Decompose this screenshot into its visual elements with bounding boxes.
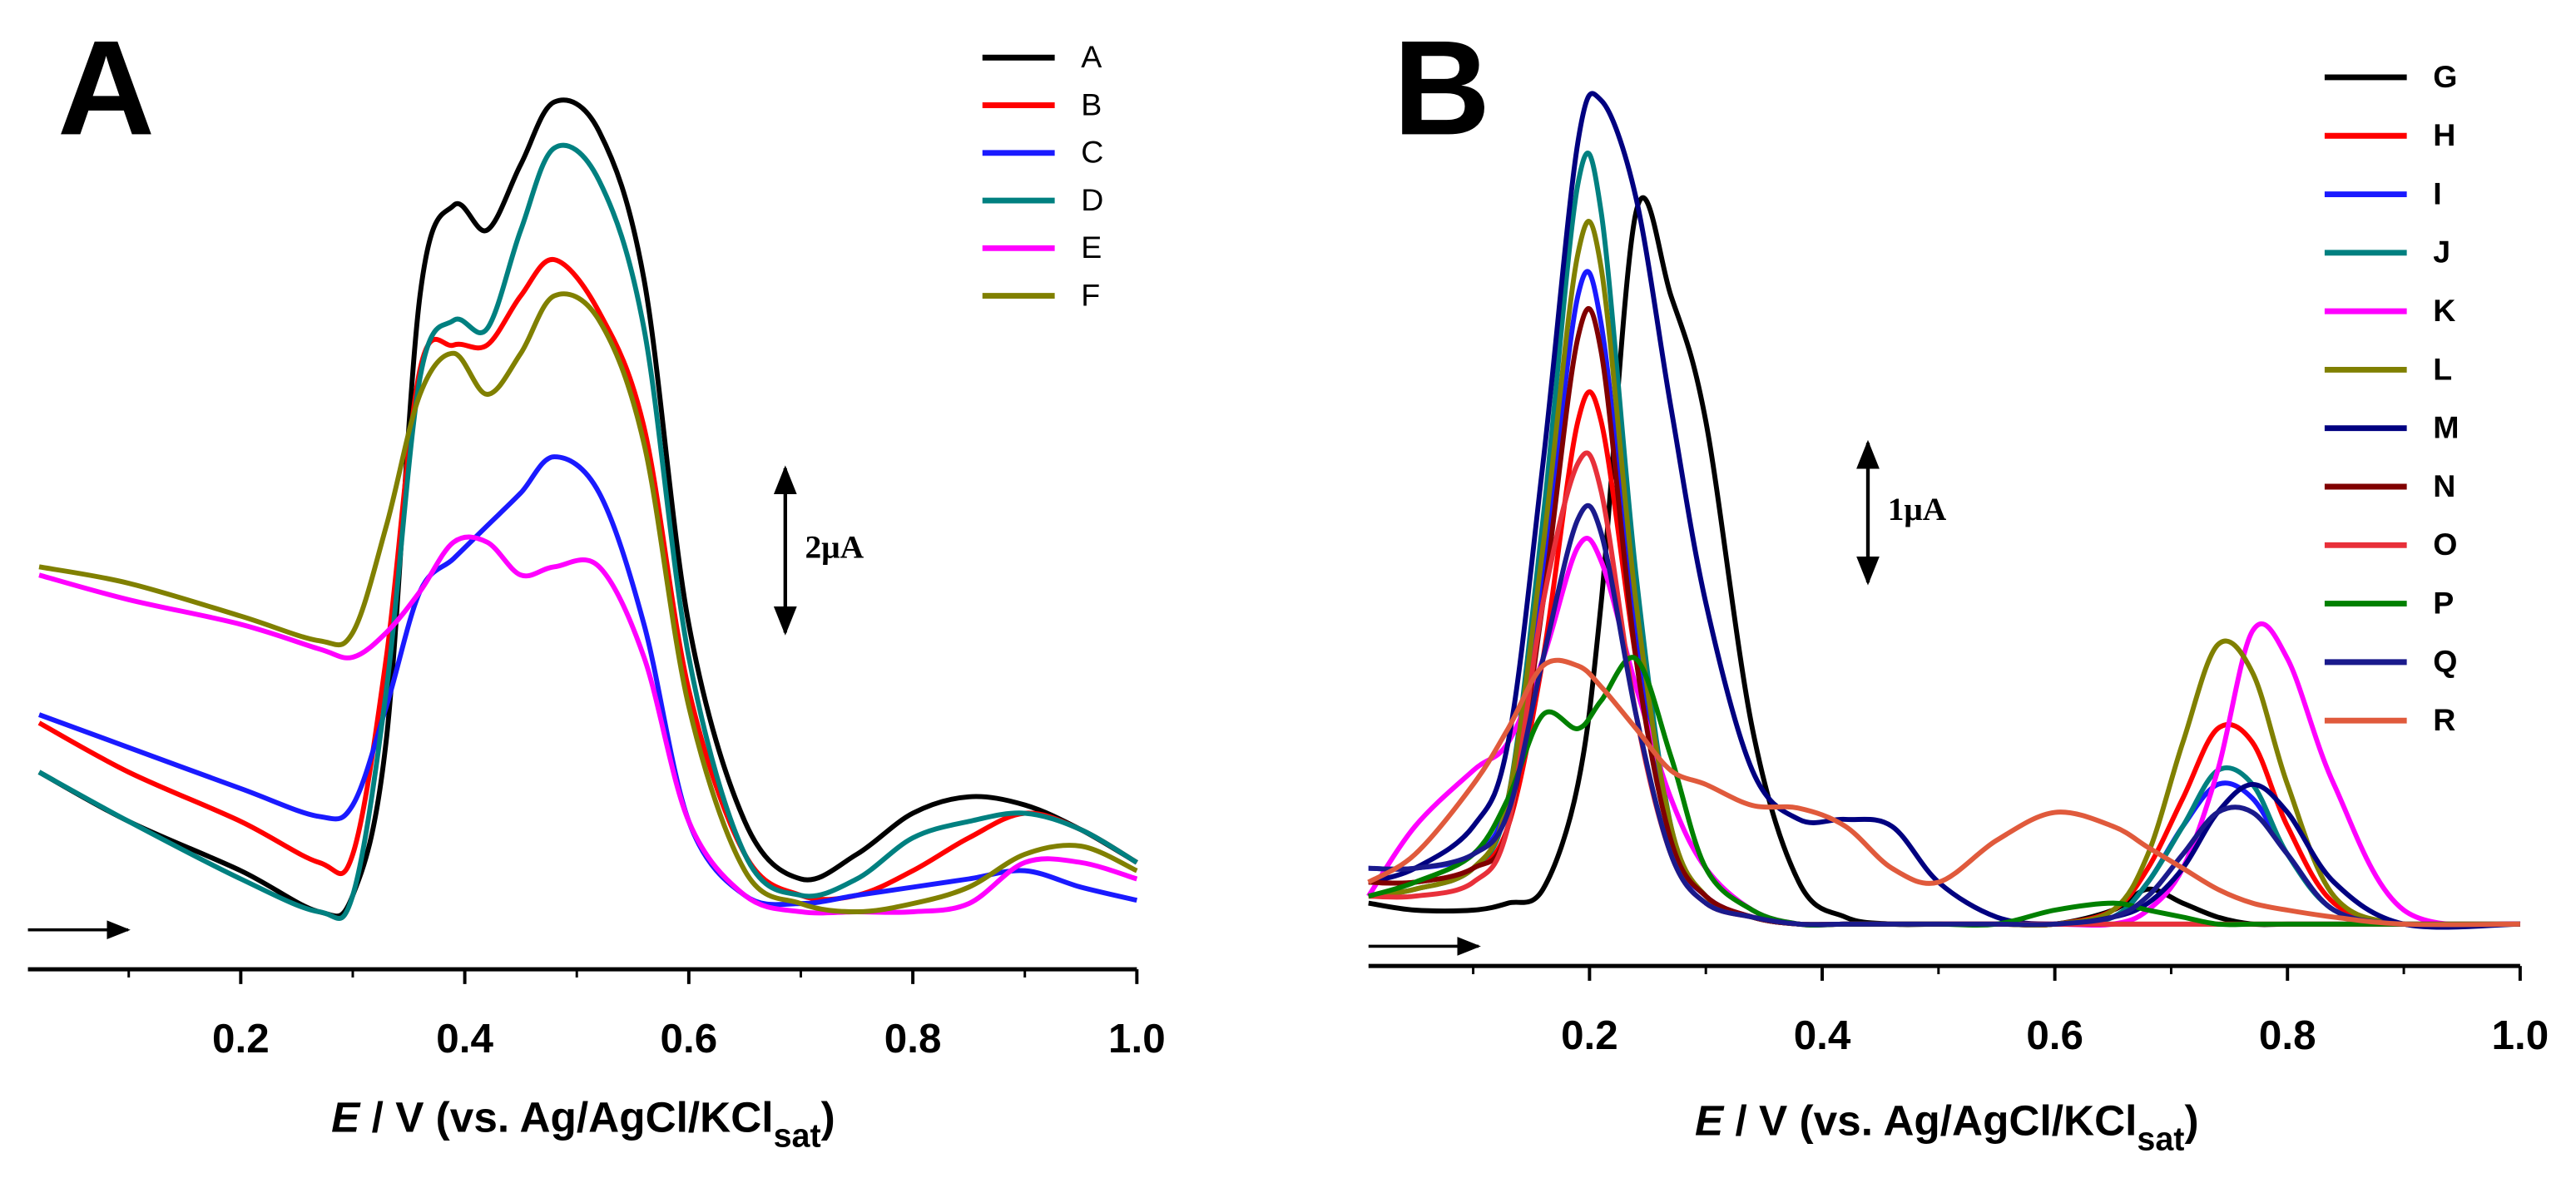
x-axis-label-part: ) [821,1093,835,1141]
data-line [37,257,1138,903]
x-axis-label-part: sat [2137,1121,2184,1158]
x-tick-label: 1.0 [1108,1016,1166,1062]
x-axis-label-part: / V (vs. Ag/AgCl/KCl [1723,1096,2137,1144]
data-line [1367,91,2520,930]
legend-label: C [1081,135,1103,170]
legend-label: P [2433,585,2454,620]
legend-label: E [1081,230,1102,265]
legend-label: A [1081,39,1102,74]
x-tick-label: 0.8 [884,1016,942,1062]
x-axis-label-part: E [331,1093,361,1141]
data-line [37,97,1138,919]
x-tick-label: 0.4 [436,1016,493,1062]
legend-label: B [1081,87,1102,121]
panel-label: A [57,12,155,163]
data-line [38,291,1138,914]
x-tick-label: 0.2 [1561,1012,1618,1058]
x-tick-label: 0.8 [2259,1012,2316,1058]
x-tick-label: 0.6 [2026,1012,2083,1058]
data-line [1368,502,2520,928]
panel-label: B [1393,12,1490,163]
x-tick-label: 1.0 [2492,1012,2549,1058]
x-tick-label: 0.6 [661,1016,718,1062]
data-line [38,454,1138,908]
x-axis-label-part: ) [2184,1096,2198,1144]
x-axis-label: E / V (vs. Ag/AgCl/KClsat) [331,1093,835,1155]
data-line [1367,657,2520,928]
data-line [37,142,1138,921]
legend-label: F [1081,277,1100,312]
legend-label: I [2433,176,2441,210]
scale-bar-label: 2μA [805,529,864,566]
legend-label: G [2433,59,2457,94]
data-line [1368,195,2520,928]
x-axis-label-part: sat [774,1118,821,1155]
legend-label: J [2433,235,2450,270]
legend-label: M [2433,410,2459,445]
x-tick-label: 0.2 [212,1016,270,1062]
legend-label: O [2433,527,2457,562]
legend-label: D [1081,182,1103,217]
x-axis-label-part: E [1695,1096,1725,1144]
x-axis-label: E / V (vs. Ag/AgCl/KClsat) [1695,1096,2199,1158]
legend-label: L [2433,351,2452,386]
legend-label: R [2433,702,2455,737]
scale-bar-label: 1μA [1888,491,1947,527]
legend-label: H [2433,117,2455,152]
x-tick-label: 0.4 [1794,1012,1851,1058]
x-axis-label-part: / V (vs. Ag/AgCl/KCl [359,1093,773,1141]
legend-label: Q [2433,644,2457,679]
data-line [38,534,1138,916]
legend-label: N [2433,468,2455,503]
legend-label: K [2433,293,2455,328]
